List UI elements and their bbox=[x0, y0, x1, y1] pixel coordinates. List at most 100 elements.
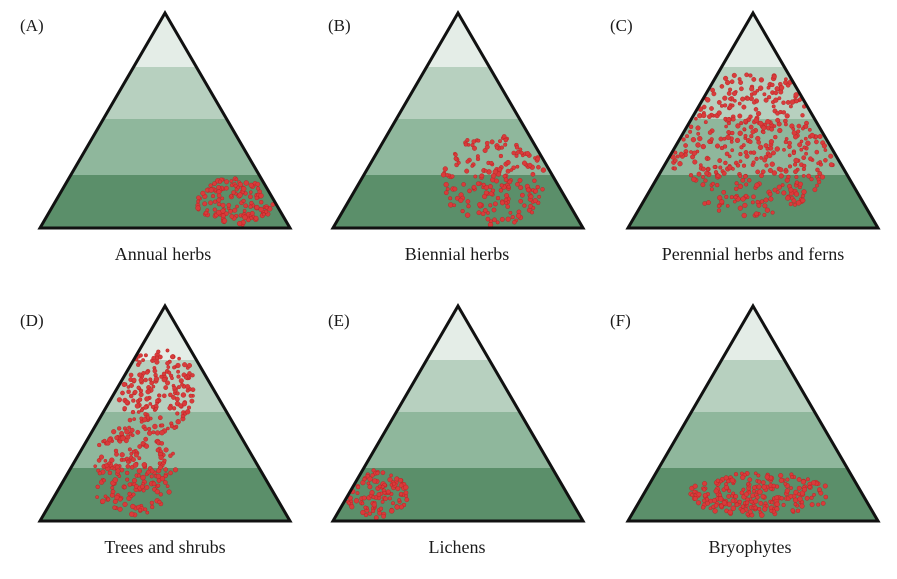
observation-dot bbox=[166, 489, 172, 495]
observation-dot bbox=[719, 104, 724, 108]
observation-dot bbox=[125, 470, 130, 476]
observation-dot bbox=[210, 194, 216, 199]
observation-dot bbox=[107, 461, 112, 466]
observation-dot bbox=[107, 470, 113, 476]
observation-dot bbox=[536, 164, 541, 170]
observation-dot bbox=[234, 177, 239, 182]
observation-dot bbox=[784, 488, 790, 494]
observation-dot bbox=[737, 113, 743, 119]
observation-dot bbox=[517, 177, 523, 183]
observation-dot bbox=[802, 145, 807, 150]
observation-dot bbox=[367, 484, 373, 490]
observation-dot bbox=[95, 484, 100, 489]
observation-dot bbox=[811, 480, 817, 486]
observation-dot bbox=[715, 182, 720, 188]
observation-dot bbox=[131, 377, 137, 383]
observation-dot bbox=[709, 106, 714, 111]
observation-dot bbox=[719, 503, 724, 509]
observation-dot bbox=[764, 207, 770, 213]
observation-dot bbox=[121, 381, 127, 388]
observation-dot bbox=[161, 371, 167, 376]
observation-dot bbox=[506, 184, 511, 189]
observation-dot bbox=[187, 371, 192, 376]
observation-dot bbox=[141, 488, 146, 493]
observation-dot bbox=[128, 393, 134, 399]
observation-dot bbox=[726, 129, 731, 135]
observation-dot bbox=[163, 447, 169, 453]
observation-dot bbox=[176, 369, 181, 374]
observation-dot bbox=[789, 99, 796, 105]
observation-dot bbox=[254, 204, 260, 210]
observation-dot bbox=[706, 156, 711, 161]
observation-dot bbox=[143, 443, 150, 449]
observation-dot bbox=[114, 494, 120, 500]
observation-dot bbox=[762, 157, 768, 163]
observation-dot bbox=[170, 354, 175, 360]
observation-dot bbox=[707, 130, 713, 135]
observation-dot bbox=[122, 406, 127, 411]
observation-dot bbox=[797, 142, 803, 148]
observation-dot bbox=[518, 147, 523, 152]
observation-dot bbox=[787, 140, 792, 146]
observation-dot bbox=[499, 183, 504, 188]
observation-dot bbox=[380, 500, 385, 504]
observation-dot bbox=[394, 476, 400, 482]
observation-dot bbox=[749, 86, 755, 92]
observation-dot bbox=[773, 134, 778, 140]
observation-dot bbox=[796, 492, 801, 497]
observation-dot bbox=[248, 182, 254, 188]
observation-dot bbox=[715, 173, 721, 179]
observation-dot bbox=[741, 487, 746, 492]
observation-dot bbox=[804, 151, 809, 156]
observation-dot bbox=[751, 150, 757, 155]
observation-dot bbox=[460, 209, 465, 214]
observation-dot bbox=[787, 164, 793, 169]
observation-dot bbox=[508, 210, 513, 215]
observation-dot bbox=[145, 389, 151, 395]
observation-dot bbox=[721, 500, 727, 506]
observation-dot bbox=[228, 209, 233, 214]
observation-dot bbox=[163, 480, 168, 485]
observation-dot bbox=[516, 213, 522, 219]
observation-dot bbox=[535, 184, 540, 190]
observation-dot bbox=[177, 356, 181, 361]
observation-dot bbox=[756, 473, 761, 478]
observation-dot bbox=[131, 449, 136, 454]
observation-dot bbox=[734, 181, 739, 186]
observation-dot bbox=[397, 498, 402, 502]
band-2 bbox=[628, 360, 878, 412]
observation-dot bbox=[470, 164, 474, 168]
observation-dot bbox=[153, 376, 160, 382]
observation-dot bbox=[716, 208, 722, 213]
observation-dot bbox=[499, 216, 505, 222]
observation-dot bbox=[765, 119, 771, 125]
observation-dot bbox=[823, 148, 828, 152]
observation-dot bbox=[362, 477, 367, 482]
observation-dot bbox=[165, 361, 170, 366]
observation-dot bbox=[452, 203, 457, 208]
observation-dot bbox=[220, 196, 225, 201]
observation-dot bbox=[695, 500, 701, 506]
observation-dot bbox=[712, 508, 718, 514]
observation-dot bbox=[208, 187, 214, 193]
observation-dot bbox=[404, 497, 410, 503]
observation-dot bbox=[132, 417, 137, 421]
observation-dot bbox=[692, 489, 697, 494]
observation-dot bbox=[703, 178, 708, 183]
observation-dot bbox=[772, 74, 777, 80]
observation-dot bbox=[138, 392, 144, 398]
observation-dot bbox=[758, 501, 764, 506]
observation-dot bbox=[760, 494, 766, 500]
observation-dot bbox=[781, 502, 786, 508]
panel-a bbox=[37, 10, 293, 230]
observation-dot bbox=[702, 498, 707, 503]
observation-dot bbox=[145, 415, 151, 420]
observation-dot bbox=[385, 489, 391, 495]
observation-dot bbox=[678, 151, 684, 157]
observation-dot bbox=[172, 426, 177, 430]
observation-dot bbox=[150, 504, 155, 510]
observation-dot bbox=[788, 202, 793, 207]
observation-dot bbox=[246, 217, 251, 223]
observation-dot bbox=[718, 165, 723, 170]
observation-dot bbox=[507, 179, 513, 185]
